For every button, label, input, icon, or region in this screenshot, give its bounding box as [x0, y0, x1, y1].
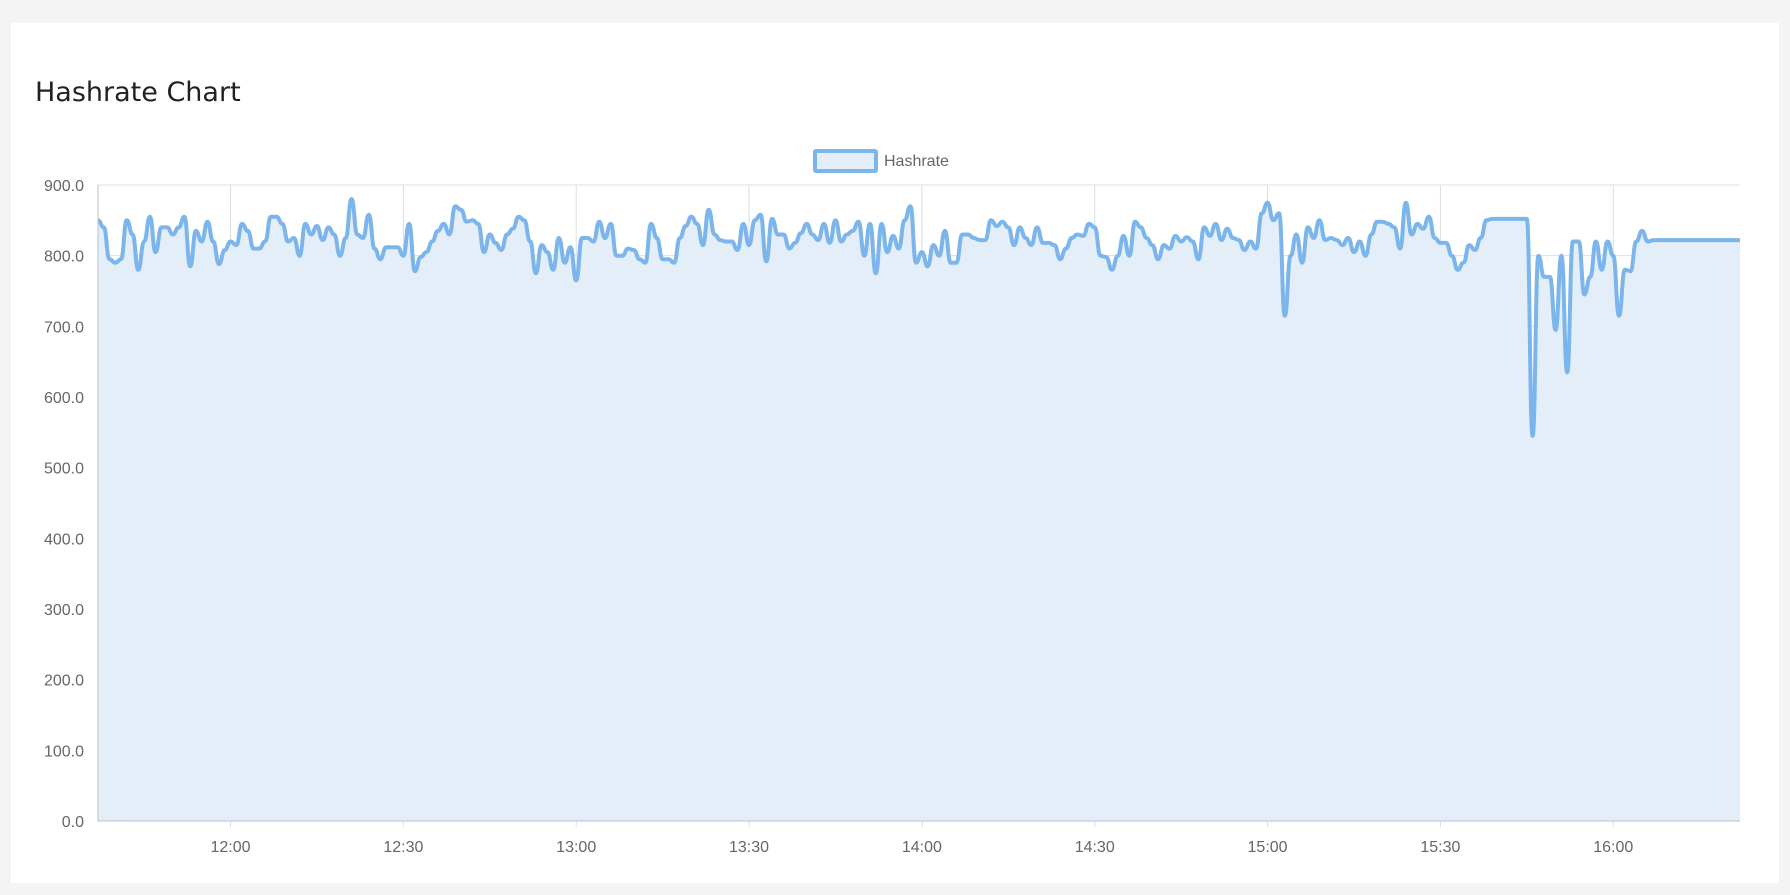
x-tick-label: 15:00 [1248, 839, 1288, 856]
x-tick-label: 12:00 [210, 839, 250, 856]
y-tick-label: 800.0 [44, 249, 84, 266]
y-tick-label: 100.0 [44, 743, 84, 760]
legend-swatch-hashrate[interactable] [813, 149, 878, 173]
y-tick-label: 600.0 [44, 390, 84, 407]
y-tick-label: 900.0 [44, 178, 84, 195]
x-tick-label: 15:30 [1420, 839, 1460, 856]
legend[interactable]: Hashrate [813, 149, 949, 173]
y-tick-label: 500.0 [44, 461, 84, 478]
x-tick-label: 12:30 [383, 839, 423, 856]
axes [97, 185, 1740, 822]
y-tick-label: 400.0 [44, 531, 84, 548]
legend-label-hashrate[interactable]: Hashrate [884, 153, 949, 170]
y-tick-label: 300.0 [44, 602, 84, 619]
x-axis-ticks: 12:00 12:30 13:00 13:30 14:00 14:30 15:00 15:30… [210, 839, 1633, 856]
x-tick-label: 13:00 [556, 839, 596, 856]
x-tick-label: 13:30 [729, 839, 769, 856]
x-tick-label: 14:00 [902, 839, 942, 856]
x-tick-label: 16:00 [1593, 839, 1633, 856]
series-line-hashrate [97, 197, 1740, 438]
card-title: Hashrate Chart [35, 77, 241, 108]
series-area-hashrate [98, 199, 1740, 822]
x-tick-label: 14:30 [1075, 839, 1115, 856]
y-tick-label: 0.0 [62, 814, 84, 831]
y-tick-label: 700.0 [44, 319, 84, 336]
y-axis-ticks: 0.0 100.0 200.0 300.0 400.0 500.0 600.0 700.0 80… [44, 178, 84, 831]
y-tick-label: 200.0 [44, 673, 84, 690]
